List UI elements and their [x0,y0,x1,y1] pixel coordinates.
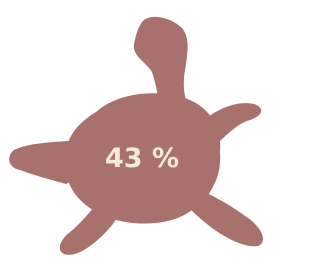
turtle-figure: 43 % [0,0,273,269]
percent-label: 43 % [105,143,179,174]
page: 43 % (() => { const data = JSON.parse(do… [0,0,273,269]
turtle-silhouette [9,17,263,255]
